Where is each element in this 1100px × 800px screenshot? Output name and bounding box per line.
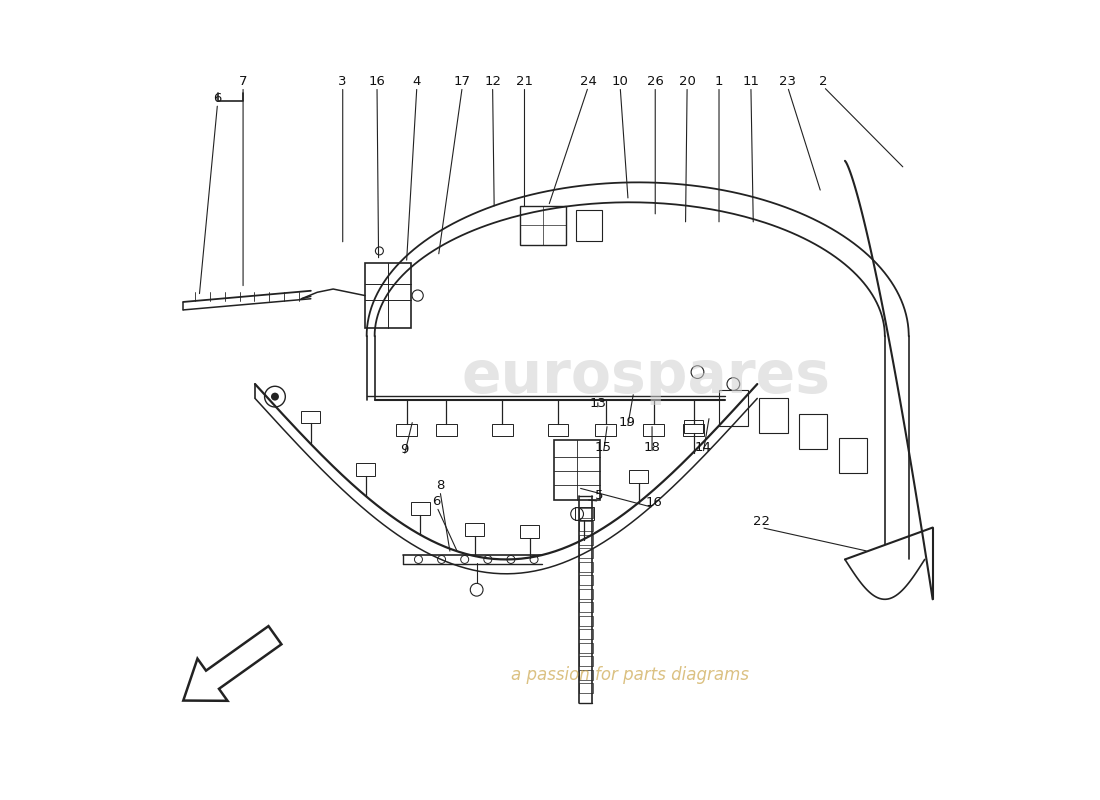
Bar bbox=[579, 683, 593, 694]
Text: 21: 21 bbox=[516, 74, 534, 88]
Bar bbox=[579, 602, 593, 613]
Bar bbox=[684, 420, 703, 433]
Text: 14: 14 bbox=[694, 442, 712, 454]
Bar bbox=[579, 508, 593, 518]
Text: 11: 11 bbox=[742, 74, 759, 88]
Bar bbox=[579, 562, 593, 572]
Text: 24: 24 bbox=[580, 74, 596, 88]
Text: 13: 13 bbox=[590, 398, 606, 410]
Text: 15: 15 bbox=[595, 442, 612, 454]
Bar bbox=[579, 615, 593, 626]
Bar bbox=[365, 263, 411, 328]
Text: 12: 12 bbox=[484, 74, 502, 88]
Bar bbox=[520, 525, 539, 538]
Bar bbox=[799, 414, 827, 450]
Bar bbox=[579, 548, 593, 558]
Text: 5: 5 bbox=[595, 489, 604, 502]
Bar bbox=[519, 206, 565, 245]
Text: 20: 20 bbox=[679, 74, 695, 88]
Bar bbox=[301, 410, 320, 423]
Text: 19: 19 bbox=[619, 416, 636, 429]
Bar bbox=[356, 463, 375, 475]
Text: 6: 6 bbox=[213, 92, 222, 105]
Bar bbox=[759, 398, 788, 434]
Text: 17: 17 bbox=[454, 74, 471, 88]
Bar bbox=[719, 390, 748, 426]
Text: 1: 1 bbox=[715, 74, 724, 88]
Text: 7: 7 bbox=[239, 74, 248, 88]
Bar bbox=[579, 575, 593, 586]
Text: 9: 9 bbox=[400, 443, 408, 456]
Text: eurospares: eurospares bbox=[461, 347, 830, 405]
Text: 22: 22 bbox=[752, 515, 770, 529]
Text: 4: 4 bbox=[412, 74, 421, 88]
Bar bbox=[465, 523, 484, 536]
Bar bbox=[576, 210, 602, 241]
Bar bbox=[492, 424, 513, 436]
Bar bbox=[644, 424, 664, 436]
Bar bbox=[838, 438, 867, 474]
Bar bbox=[579, 629, 593, 639]
Text: 3: 3 bbox=[339, 74, 346, 88]
Text: 6: 6 bbox=[432, 494, 441, 508]
Text: 26: 26 bbox=[647, 74, 663, 88]
Bar bbox=[595, 424, 616, 436]
Bar bbox=[436, 424, 456, 436]
FancyArrow shape bbox=[184, 626, 282, 701]
Text: 8: 8 bbox=[436, 479, 444, 492]
Text: 18: 18 bbox=[644, 442, 660, 454]
Bar bbox=[396, 424, 417, 436]
Text: 23: 23 bbox=[779, 74, 796, 88]
Text: 16: 16 bbox=[368, 74, 385, 88]
Bar bbox=[579, 589, 593, 599]
Bar bbox=[574, 507, 594, 520]
Bar bbox=[579, 642, 593, 653]
Bar bbox=[548, 424, 569, 436]
Text: 10: 10 bbox=[612, 74, 628, 88]
Bar bbox=[554, 440, 601, 500]
Bar bbox=[683, 424, 704, 436]
Bar bbox=[579, 656, 593, 666]
Circle shape bbox=[271, 393, 279, 401]
Circle shape bbox=[265, 386, 285, 407]
Bar bbox=[579, 521, 593, 531]
Text: a passion for parts diagrams: a passion for parts diagrams bbox=[510, 666, 749, 684]
Bar bbox=[629, 470, 648, 483]
Bar bbox=[410, 502, 430, 514]
Text: 2: 2 bbox=[820, 74, 827, 88]
Text: 16: 16 bbox=[646, 495, 662, 509]
Bar bbox=[579, 670, 593, 680]
Bar bbox=[579, 534, 593, 545]
